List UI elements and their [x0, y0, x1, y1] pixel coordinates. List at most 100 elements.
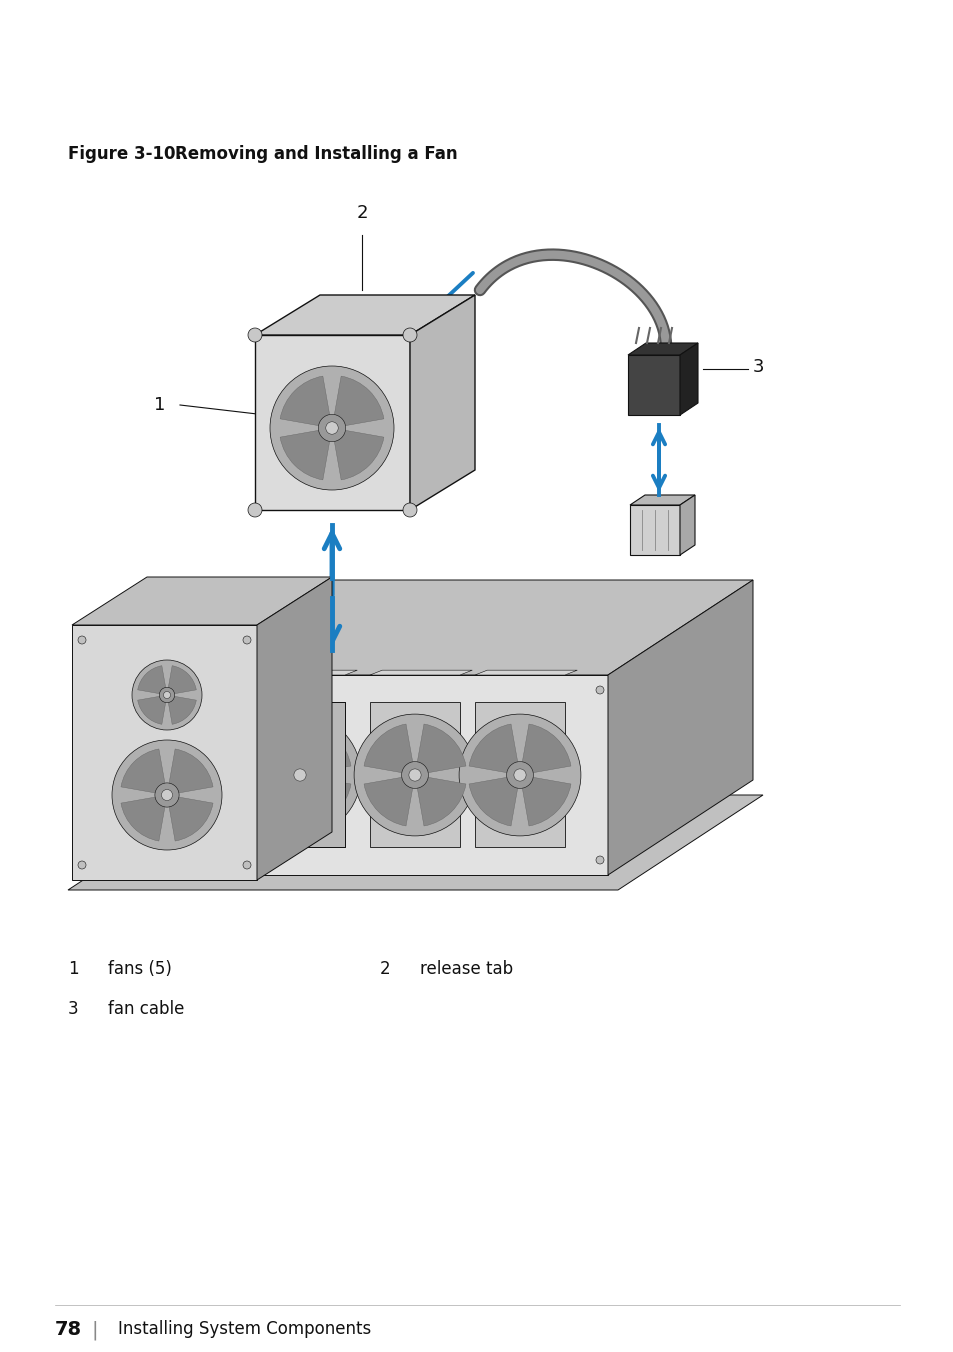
Circle shape	[248, 503, 262, 516]
Text: fans (5): fans (5)	[108, 960, 172, 977]
Text: 2: 2	[355, 204, 367, 222]
Text: 78: 78	[55, 1320, 82, 1338]
Polygon shape	[410, 295, 475, 510]
Circle shape	[78, 635, 86, 644]
Wedge shape	[469, 775, 519, 826]
Wedge shape	[121, 795, 167, 841]
Circle shape	[326, 422, 338, 434]
Polygon shape	[254, 335, 410, 510]
Text: 3: 3	[68, 1000, 78, 1018]
Circle shape	[506, 761, 533, 788]
Wedge shape	[167, 695, 196, 725]
Polygon shape	[607, 580, 752, 875]
Polygon shape	[679, 343, 698, 415]
Polygon shape	[475, 702, 564, 846]
Circle shape	[243, 635, 251, 644]
Text: Figure 3-10.: Figure 3-10.	[68, 145, 182, 164]
Text: 2: 2	[379, 960, 390, 977]
Polygon shape	[629, 506, 679, 556]
Wedge shape	[280, 376, 332, 429]
Text: release tab: release tab	[419, 960, 513, 977]
Wedge shape	[364, 775, 415, 826]
Text: fan cable: fan cable	[108, 1000, 184, 1018]
Polygon shape	[254, 702, 345, 846]
Wedge shape	[299, 775, 351, 826]
Wedge shape	[249, 725, 299, 775]
Wedge shape	[167, 795, 213, 841]
Circle shape	[112, 740, 222, 850]
Circle shape	[458, 714, 580, 836]
Circle shape	[82, 685, 90, 694]
Circle shape	[514, 769, 525, 781]
Polygon shape	[370, 702, 459, 846]
Circle shape	[239, 714, 360, 836]
Wedge shape	[364, 725, 415, 775]
Polygon shape	[679, 495, 695, 556]
Circle shape	[596, 856, 603, 864]
Polygon shape	[78, 675, 607, 875]
Wedge shape	[249, 775, 299, 826]
Polygon shape	[68, 795, 762, 890]
Wedge shape	[137, 665, 167, 695]
Circle shape	[318, 414, 345, 442]
Text: Installing System Components: Installing System Components	[118, 1320, 371, 1338]
Circle shape	[402, 503, 416, 516]
Text: |: |	[91, 1320, 98, 1340]
Wedge shape	[332, 376, 383, 429]
Text: 1: 1	[153, 396, 165, 414]
Polygon shape	[254, 295, 475, 335]
Circle shape	[409, 769, 420, 781]
Wedge shape	[139, 725, 190, 775]
Wedge shape	[167, 665, 196, 695]
Wedge shape	[121, 749, 167, 795]
Circle shape	[154, 783, 179, 807]
Circle shape	[159, 687, 174, 703]
Text: Removing and Installing a Fan: Removing and Installing a Fan	[174, 145, 457, 164]
Circle shape	[163, 691, 171, 699]
Circle shape	[78, 861, 86, 869]
Circle shape	[129, 714, 251, 836]
Text: 3: 3	[752, 358, 763, 376]
Circle shape	[132, 660, 202, 730]
Polygon shape	[256, 577, 332, 880]
Wedge shape	[519, 725, 571, 775]
Polygon shape	[145, 702, 234, 846]
Wedge shape	[190, 725, 241, 775]
Polygon shape	[254, 671, 357, 675]
Wedge shape	[190, 775, 241, 826]
Circle shape	[243, 861, 251, 869]
Wedge shape	[139, 775, 190, 826]
Wedge shape	[137, 695, 167, 725]
Wedge shape	[415, 775, 465, 826]
Polygon shape	[627, 343, 698, 356]
Circle shape	[176, 761, 203, 788]
Wedge shape	[280, 429, 332, 480]
Circle shape	[354, 714, 476, 836]
Circle shape	[161, 790, 172, 800]
Wedge shape	[415, 725, 465, 775]
Polygon shape	[254, 702, 345, 846]
Circle shape	[248, 329, 262, 342]
Circle shape	[402, 329, 416, 342]
Wedge shape	[469, 725, 519, 775]
Text: 1: 1	[68, 960, 78, 977]
Circle shape	[294, 769, 306, 781]
Circle shape	[286, 761, 314, 788]
Polygon shape	[78, 580, 752, 675]
Wedge shape	[519, 775, 571, 826]
Polygon shape	[370, 671, 472, 675]
Polygon shape	[475, 671, 577, 675]
Circle shape	[401, 761, 428, 788]
Circle shape	[82, 856, 90, 864]
Wedge shape	[299, 725, 351, 775]
Polygon shape	[629, 495, 695, 506]
Circle shape	[270, 366, 394, 489]
Circle shape	[184, 769, 196, 781]
Wedge shape	[167, 749, 213, 795]
Polygon shape	[627, 356, 679, 415]
Circle shape	[596, 685, 603, 694]
Polygon shape	[71, 625, 256, 880]
Polygon shape	[145, 671, 247, 675]
Polygon shape	[71, 577, 332, 625]
Wedge shape	[332, 429, 383, 480]
